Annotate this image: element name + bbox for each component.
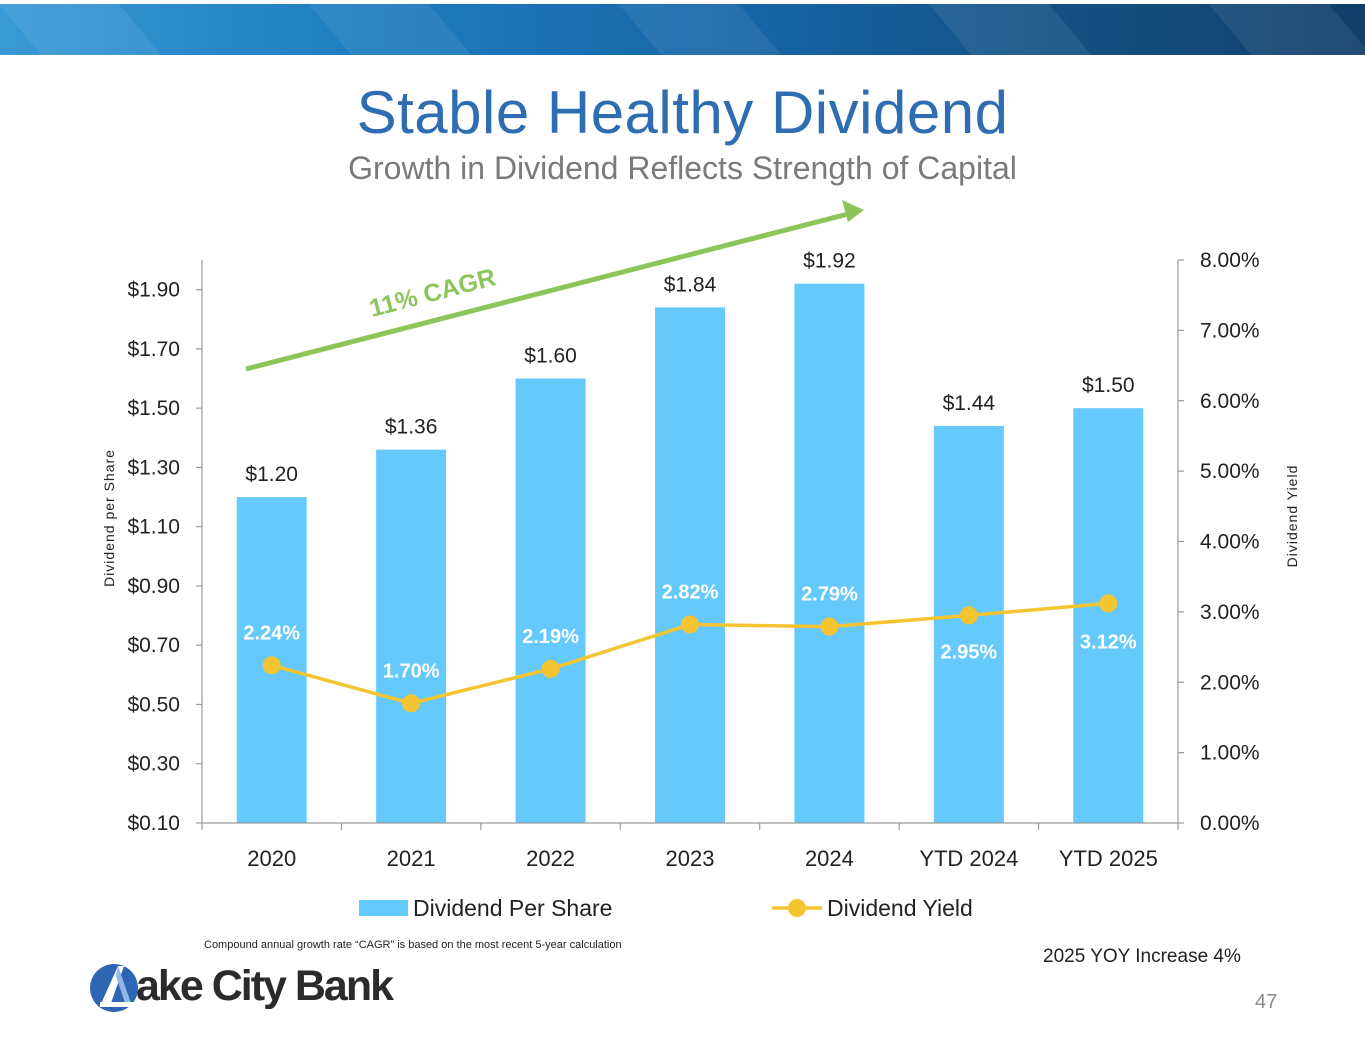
- x-tick-label: 2020: [247, 846, 296, 871]
- left-tick-label: $1.10: [127, 516, 180, 539]
- yield-point: [681, 615, 699, 634]
- page-subtitle: Growth in Dividend Reflects Strength of …: [348, 150, 1017, 186]
- right-tick-label: 7.00%: [1200, 319, 1260, 342]
- yield-point: [262, 656, 281, 675]
- bar-dividend-2023: [655, 307, 725, 823]
- left-tick-label: $1.30: [127, 456, 180, 479]
- header-banner: [0, 4, 1365, 55]
- x-tick-label: 2023: [666, 846, 715, 871]
- yield-value-label: 1.70%: [383, 660, 440, 682]
- x-tick-label: YTD 2025: [1059, 846, 1158, 871]
- yield-value-label: 3.12%: [1080, 631, 1137, 653]
- yield-point: [1099, 594, 1118, 613]
- yield-value-label: 2.82%: [662, 582, 719, 604]
- yield-point: [820, 617, 839, 636]
- bar-dividend-ytd-2025: [1073, 408, 1144, 823]
- yield-point: [541, 659, 560, 678]
- bar-dividend-2021: [376, 449, 447, 823]
- bar-value-label: $1.20: [245, 463, 298, 486]
- bar-value-label: $1.36: [385, 416, 438, 439]
- right-axis-title: Dividend Yield: [1284, 465, 1300, 568]
- cagr-arrow-line: [245, 211, 849, 372]
- legend-bar-label: Dividend Per Share: [413, 895, 612, 921]
- yield-point: [959, 606, 978, 625]
- yield-value-label: 2.19%: [522, 626, 579, 648]
- yield-point: [402, 694, 421, 713]
- legend-line-label: Dividend Yield: [827, 895, 973, 921]
- lake-city-bank-logo: ake City Bank: [88, 955, 394, 1017]
- left-tick-label: $0.70: [127, 634, 180, 657]
- bank-logo-icon: [90, 964, 138, 1012]
- left-tick-label: $0.10: [127, 812, 180, 835]
- cagr-label: 11% CAGR: [366, 263, 498, 322]
- yield-value-label: 2.24%: [243, 622, 300, 644]
- right-tick-label: 2.00%: [1200, 671, 1260, 694]
- x-tick-label: 2022: [526, 846, 575, 871]
- legend-line-marker: [788, 899, 806, 917]
- bar-value-label: $1.84: [664, 273, 717, 296]
- left-axis-title: Dividend per Share: [101, 449, 117, 587]
- legend-bar-swatch: [359, 900, 408, 916]
- yield-value-label: 2.95%: [940, 641, 997, 663]
- right-tick-label: 8.00%: [1200, 249, 1260, 272]
- cagr-arrow-head: [842, 200, 864, 222]
- x-tick-label: 2024: [805, 846, 854, 871]
- yield-value-label: 2.79%: [801, 584, 858, 606]
- yoy-increase-note: 2025 YOY Increase 4%: [1043, 946, 1241, 967]
- right-tick-label: 5.00%: [1200, 460, 1260, 483]
- left-tick-label: $1.50: [127, 397, 180, 420]
- left-tick-label: $0.30: [127, 753, 180, 776]
- right-tick-label: 4.00%: [1200, 531, 1260, 554]
- bar-value-label: $1.92: [803, 250, 856, 273]
- bar-dividend-2022: [515, 378, 586, 823]
- right-tick-label: 1.00%: [1200, 742, 1260, 765]
- page-title: Stable Healthy Dividend: [356, 79, 1009, 146]
- left-tick-label: $0.90: [127, 575, 180, 598]
- bar-value-label: $1.60: [524, 345, 577, 368]
- x-tick-label: 2021: [387, 846, 436, 871]
- left-tick-label: $0.50: [127, 693, 180, 716]
- right-tick-label: 3.00%: [1200, 601, 1260, 624]
- page-number: 47: [1255, 991, 1278, 1013]
- left-tick-label: $1.70: [127, 338, 180, 361]
- left-tick-label: $1.90: [127, 279, 180, 302]
- right-tick-label: 6.00%: [1200, 390, 1260, 413]
- right-tick-label: 0.00%: [1200, 812, 1260, 835]
- bar-value-label: $1.50: [1082, 374, 1135, 397]
- bar-value-label: $1.44: [943, 392, 996, 415]
- cagr-footnote: Compound annual growth rate “CAGR” is ba…: [204, 939, 622, 951]
- x-tick-label: YTD 2024: [919, 846, 1018, 871]
- bar-dividend-ytd-2024: [933, 425, 1004, 823]
- logo-wordmark: ake City Bank: [136, 961, 394, 1010]
- bar-dividend-2024: [794, 283, 865, 823]
